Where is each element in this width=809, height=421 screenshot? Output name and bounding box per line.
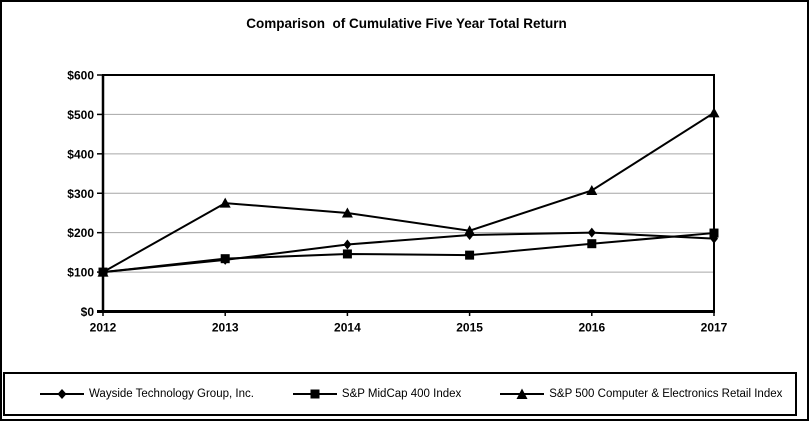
triangle-marker-point (708, 107, 720, 118)
y-tick-label: $200 (67, 226, 94, 240)
x-tick-label: 2012 (90, 321, 117, 335)
legend-label-wayside: Wayside Technology Group, Inc. (89, 388, 254, 400)
diamond-marker-point (343, 239, 352, 250)
chart-title: Comparison of Cumulative Five Year Total… (246, 16, 567, 31)
square-marker-point (587, 239, 597, 249)
square-marker-point (465, 250, 475, 260)
legend-label-sp-midcap-400: S&P MidCap 400 Index (341, 388, 462, 400)
diamond-marker-icon (40, 389, 84, 399)
y-tick-label: $400 (67, 147, 94, 161)
y-tick-label: $0 (81, 305, 95, 319)
line-chart-plot-area: $0 $100 $200 $300 $400 $500 $600 2012 2013 2014 20… (67, 69, 728, 335)
series-line-square (102, 232, 715, 274)
legend-label-sp500-computer-electronics-retail: S&P 500 Computer & Electronics Retail In… (549, 388, 783, 400)
y-tick-label: $600 (67, 69, 94, 83)
square-marker-point (220, 254, 230, 264)
triangle-marker-point (464, 225, 476, 236)
y-tick-label: $500 (67, 108, 94, 122)
x-tick-label: 2015 (456, 321, 483, 335)
x-tick-label: 2016 (578, 321, 605, 335)
legend-item-sp500-computer-electronics-retail: S&P 500 Computer & Electronics Retail In… (499, 388, 782, 400)
x-tick-label: 2014 (334, 321, 361, 335)
legend-item-sp-midcap-400: S&P MidCap 400 Index (292, 388, 461, 400)
series-line-diamond (102, 231, 715, 274)
triangle-marker-icon (500, 388, 545, 399)
square-marker-icon (292, 389, 337, 399)
y-tick-label: $100 (67, 266, 94, 280)
x-tick-label: 2013 (212, 321, 239, 335)
triangle-marker-point (219, 197, 231, 208)
diamond-marker-point (587, 227, 596, 238)
x-tick-label: 2017 (701, 321, 728, 335)
y-tick-label: $300 (67, 187, 94, 201)
square-marker-point (709, 228, 719, 238)
triangle-marker-point (341, 207, 353, 218)
series-line-triangle (102, 111, 715, 273)
square-marker-point (342, 249, 352, 259)
legend-box: Wayside Technology Group, Inc. S&P MidCa… (3, 372, 797, 416)
legend-item-wayside: Wayside Technology Group, Inc. (39, 388, 254, 400)
triangle-marker-point (97, 266, 109, 277)
triangle-marker-point (586, 184, 598, 195)
